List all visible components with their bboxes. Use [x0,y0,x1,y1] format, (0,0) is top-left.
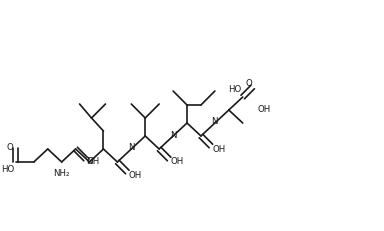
Text: OH: OH [170,158,184,167]
Text: O: O [7,143,13,152]
Text: NH₂: NH₂ [53,168,70,177]
Text: N: N [170,131,176,140]
Text: N: N [212,118,218,127]
Text: O: O [245,79,252,88]
Text: OH: OH [129,170,142,179]
Text: HO: HO [1,165,15,174]
Text: OH: OH [258,106,271,115]
Text: N: N [128,143,134,152]
Text: HO: HO [228,85,242,94]
Text: N: N [86,156,93,165]
Text: OH: OH [87,158,100,167]
Text: OH: OH [212,145,225,154]
